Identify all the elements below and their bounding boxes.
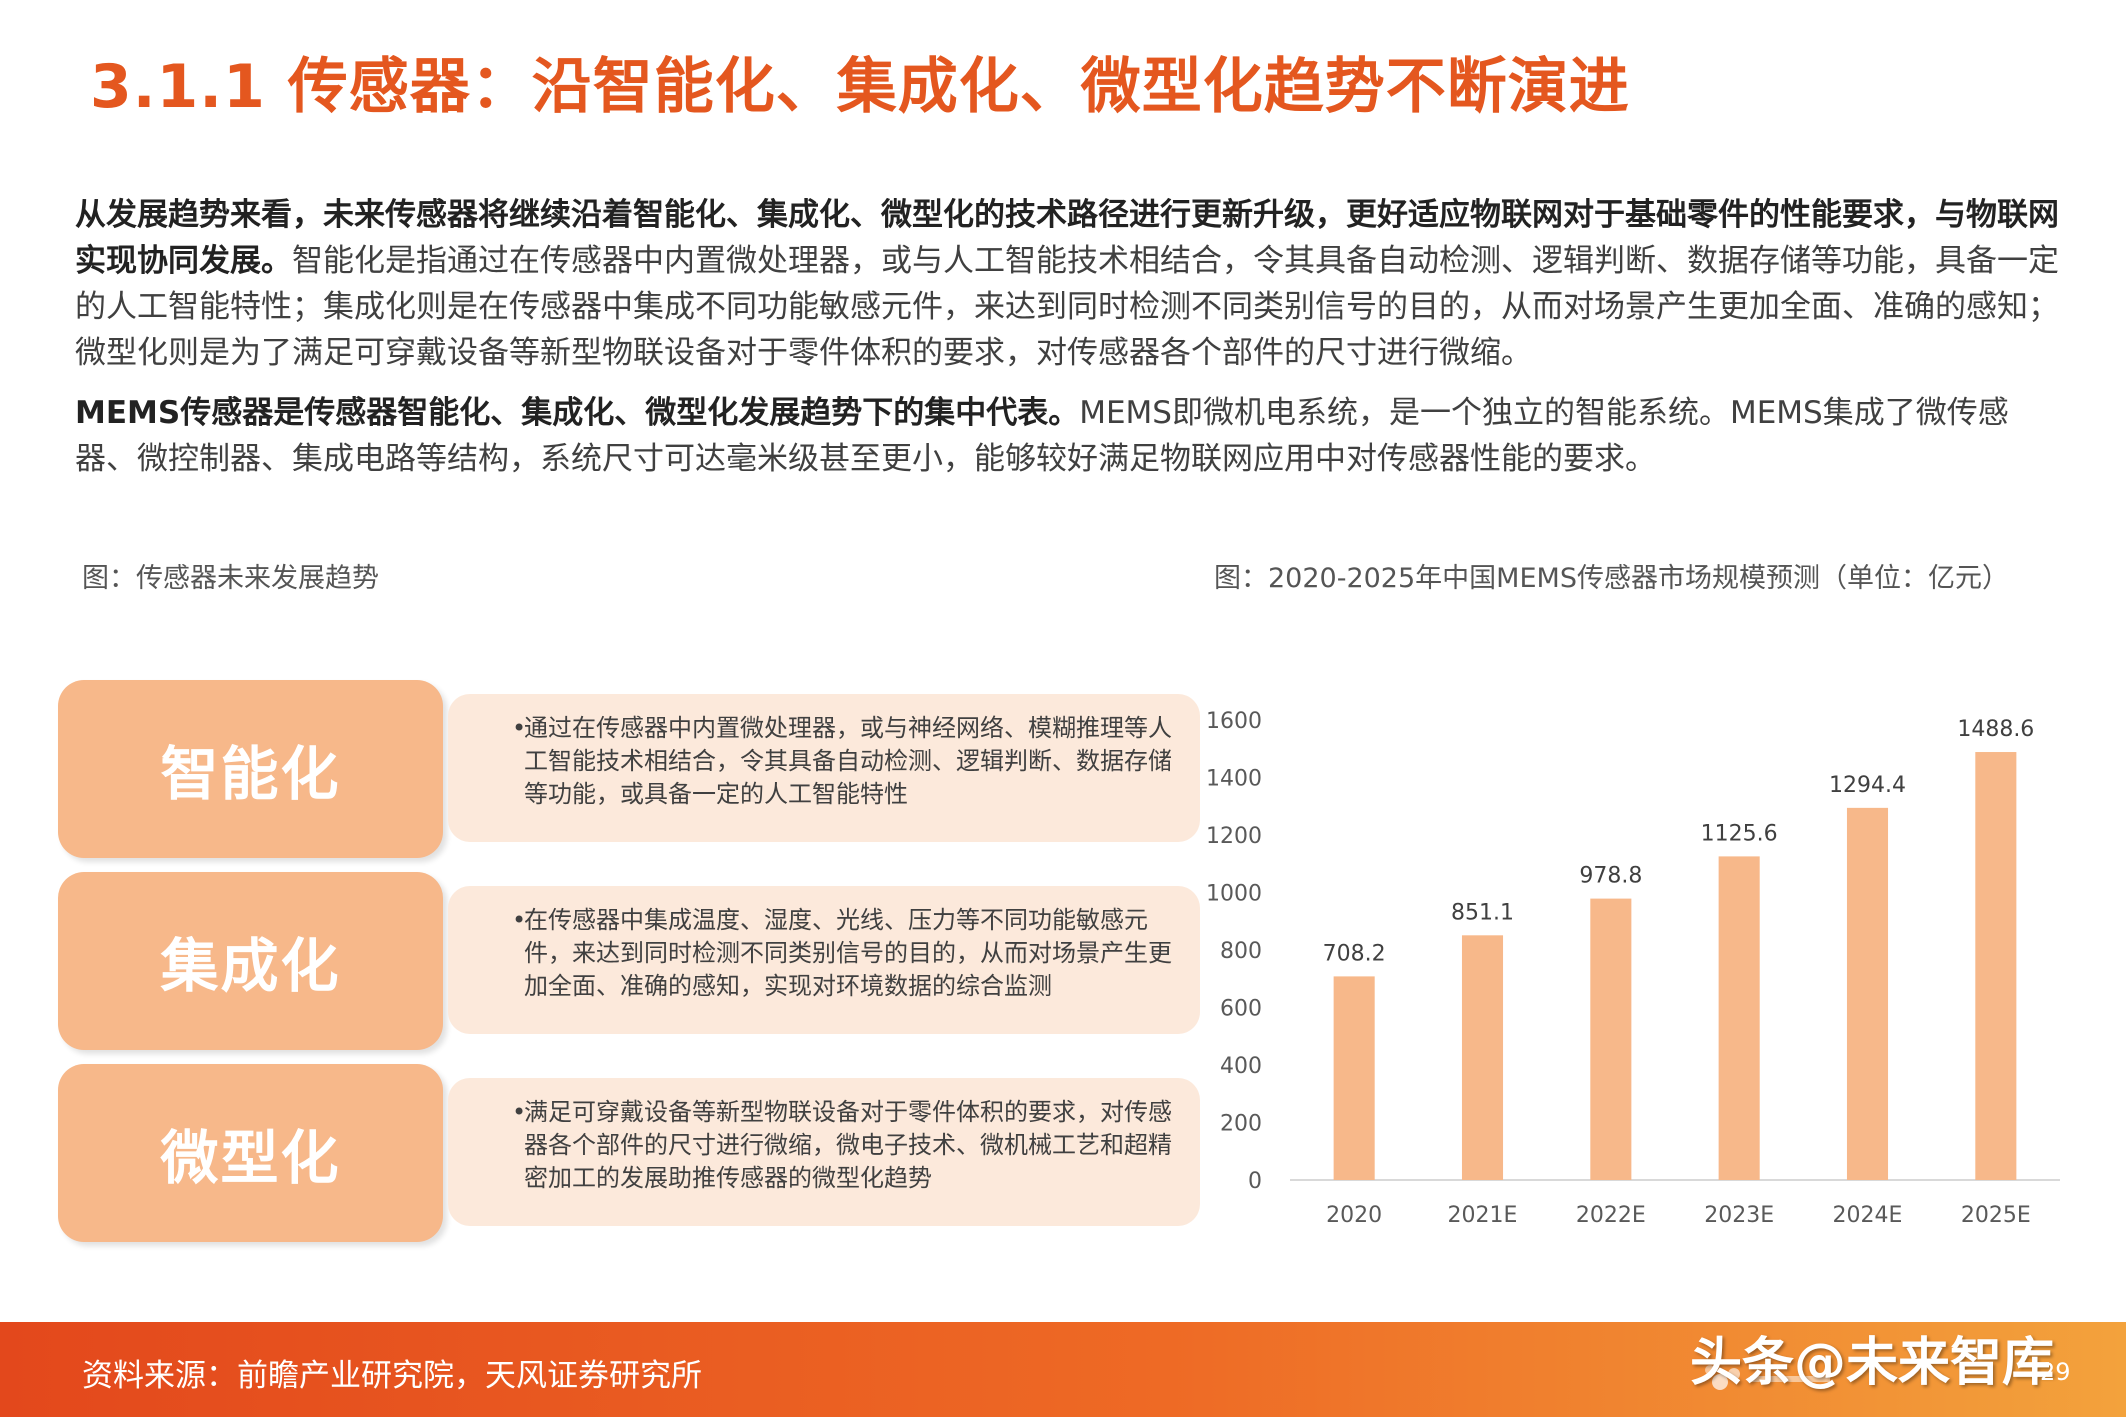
- trend-description-text: 通过在传感器中内置微处理器，或与神经网络、模糊推理等人工智能技术相结合，令其具备…: [524, 714, 1172, 808]
- x-tick-label: 2025E: [1961, 1203, 2031, 1228]
- bar: [1718, 856, 1760, 1180]
- figure-caption-trends: 图：传感器未来发展趋势: [82, 563, 379, 594]
- paragraph-trends-lead: 从发展趋势来看，未来传感器将继续沿着智能化、集成化、微型化的技术路径进行更新升级…: [75, 197, 2059, 279]
- y-tick-label: 1400: [1206, 767, 1262, 792]
- y-tick-label: 1000: [1206, 882, 1262, 907]
- bar: [1590, 898, 1632, 1180]
- y-tick-label: 1600: [1206, 709, 1262, 734]
- page-number: 29: [2040, 1358, 2071, 1386]
- x-tick-label: 2022E: [1576, 1203, 1646, 1228]
- paragraph-mems-body: MEMS即微机电系统，是一个独立的智能系统。MEMS集成了微传感器、微控制器、集…: [75, 395, 2009, 477]
- trend-description: • 在传感器中集成温度、湿度、光线、压力等不同功能敏感元件，来达到同时检测不同类…: [448, 886, 1200, 1034]
- bar: [1461, 935, 1504, 1180]
- x-tick-label: 2021E: [1448, 1203, 1518, 1228]
- y-tick-label: 0: [1248, 1169, 1262, 1194]
- trend-row-intelligent: 智能化 • 通过在传感器中内置微处理器，或与神经网络、模糊推理等人工智能技术相结…: [58, 680, 1200, 858]
- y-tick-label: 400: [1220, 1054, 1262, 1079]
- trend-description-text: 在传感器中集成温度、湿度、光线、压力等不同功能敏感元件，来达到同时检测不同类别信…: [524, 906, 1172, 1000]
- footer-bar: [0, 1322, 2126, 1417]
- trend-description: • 满足可穿戴设备等新型物联设备对于零件体积的要求，对传感器各个部件的尺寸进行微…: [448, 1078, 1200, 1226]
- paragraph-trends-body: 智能化是指通过在传感器中内置微处理器，或与人工智能技术相结合，令其具备自动检测、…: [75, 243, 2059, 371]
- data-label: 851.1: [1451, 900, 1514, 925]
- brand-logo-icon: [1705, 1365, 1830, 1390]
- bullet: •: [512, 906, 527, 934]
- data-label: 1294.4: [1829, 773, 1906, 798]
- trend-row-integrated: 集成化 • 在传感器中集成温度、湿度、光线、压力等不同功能敏感元件，来达到同时检…: [58, 872, 1200, 1050]
- trend-row-miniaturized: 微型化 • 满足可穿戴设备等新型物联设备对于零件体积的要求，对传感器各个部件的尺…: [58, 1064, 1200, 1242]
- bullet: •: [512, 714, 527, 742]
- data-label: 1488.6: [1957, 717, 2034, 742]
- bullet: •: [512, 1098, 527, 1126]
- data-label: 978.8: [1579, 864, 1642, 889]
- footer-source: 资料来源：前瞻产业研究院，天风证券研究所: [82, 1358, 702, 1394]
- data-label: 708.2: [1323, 941, 1386, 966]
- y-tick-label: 600: [1220, 997, 1262, 1022]
- trend-description-text: 满足可穿戴设备等新型物联设备对于零件体积的要求，对传感器各个部件的尺寸进行微缩，…: [524, 1098, 1172, 1192]
- watermark-text: 头条@未来智库: [1690, 1333, 2055, 1393]
- y-tick-label: 1200: [1206, 824, 1262, 849]
- paragraph-mems: MEMS传感器是传感器智能化、集成化、微型化发展趋势下的集中代表。MEMS即微机…: [75, 390, 2070, 482]
- bar: [1846, 807, 1889, 1180]
- page-title: 3.1.1 传感器：沿智能化、集成化、微型化趋势不断演进: [90, 52, 1630, 122]
- bar: [1975, 752, 2017, 1180]
- market-bar-chart: 0 200 400 600 800 1000 1200 1400 1600 708.2 2020 85…: [1206, 709, 2060, 1228]
- trend-label: 智能化: [58, 680, 443, 858]
- data-label: 1125.6: [1701, 821, 1778, 846]
- x-tick-label: 2024E: [1833, 1203, 1903, 1228]
- y-tick-label: 800: [1220, 939, 1262, 964]
- trend-description: • 通过在传感器中内置微处理器，或与神经网络、模糊推理等人工智能技术相结合，令其…: [448, 694, 1200, 842]
- x-tick-label: 2020: [1326, 1203, 1382, 1228]
- bar: [1333, 976, 1375, 1180]
- y-tick-label: 200: [1220, 1112, 1262, 1137]
- paragraph-trends: 从发展趋势来看，未来传感器将继续沿着智能化、集成化、微型化的技术路径进行更新升级…: [75, 192, 2070, 376]
- trend-label: 集成化: [58, 872, 443, 1050]
- paragraph-mems-lead: MEMS传感器是传感器智能化、集成化、微型化发展趋势下的集中代表。: [75, 395, 1080, 431]
- x-tick-label: 2023E: [1704, 1203, 1774, 1228]
- figure-caption-market: 图：2020-2025年中国MEMS传感器市场规模预测（单位：亿元）: [1214, 563, 2009, 594]
- trend-label: 微型化: [58, 1064, 443, 1242]
